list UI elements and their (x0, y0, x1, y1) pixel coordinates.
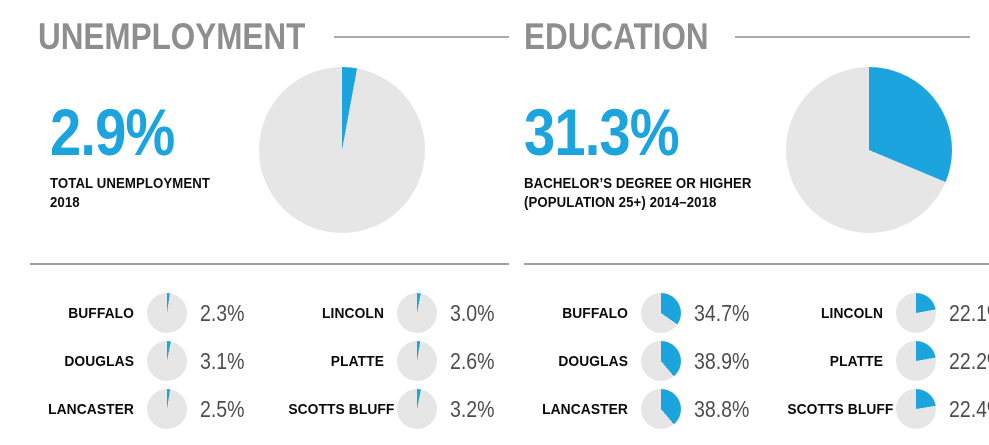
county-name: LANCASTER (48, 400, 134, 418)
stat-label-line: TOTAL UNEMPLOYMENT (50, 174, 210, 192)
stat-label: TOTAL UNEMPLOYMENT 2018 (50, 174, 210, 212)
county-pie-chart (641, 389, 681, 429)
county-name: LINCOLN (821, 304, 884, 322)
county-pie-chart (896, 341, 937, 381)
county-value: 22.2% (949, 347, 989, 374)
stat-label-line: 2018 (50, 193, 80, 211)
county-name: DOUGLAS (558, 352, 628, 370)
county-row: DOUGLAS 3.1% (30, 341, 260, 381)
county-pie-chart (641, 293, 681, 333)
stat-label-line: BACHELOR’S DEGREE OR HIGHER (524, 174, 752, 192)
county-row: LINCOLN 22.1% (779, 293, 989, 333)
county-name: SCOTTS BLUFF (787, 400, 894, 418)
county-row: DOUGLAS 38.9% (524, 341, 759, 381)
county-row: SCOTTS BLUFF 3.2% (280, 389, 510, 429)
hero-row: 31.3% BACHELOR’S DEGREE OR HIGHER (POPUL… (524, 59, 989, 241)
county-name: BUFFALO (68, 304, 134, 322)
section-unemployment: UNEMPLOYMENT 2.9% TOTAL UNEMPLOYMENT 201… (30, 14, 509, 445)
county-pie-chart (396, 389, 437, 429)
county-grid: BUFFALO 2.3% LINCOLN 3.0% DOUGLAS 3.1% P… (30, 293, 509, 429)
stat-value: 31.3% (524, 94, 680, 169)
stat-label-line: (POPULATION 25+) 2014–2018 (524, 193, 717, 211)
county-value: 2.5% (200, 395, 245, 422)
county-value: 38.9% (694, 347, 750, 374)
county-name: PLATTE (830, 352, 884, 370)
county-pie-chart (896, 389, 937, 429)
county-name: SCOTTS BLUFF (287, 400, 394, 418)
county-name: BUFFALO (562, 304, 628, 322)
education-pie-chart (786, 67, 952, 233)
county-value: 3.2% (449, 395, 495, 422)
county-name: DOUGLAS (64, 352, 134, 370)
county-grid: BUFFALO 34.7% LINCOLN 22.1% DOUGLAS 38.9… (524, 293, 989, 429)
section-divider (524, 263, 989, 265)
county-pie-chart (147, 389, 187, 429)
county-name: LANCASTER (542, 400, 628, 418)
section-education: EDUCATION 31.3% BACHELOR’S DEGREE OR HIG… (524, 14, 989, 445)
county-row: BUFFALO 2.3% (30, 293, 260, 333)
county-value: 3.0% (449, 299, 495, 326)
county-value: 38.8% (694, 395, 750, 422)
county-row: SCOTTS BLUFF 22.4% (779, 389, 989, 429)
county-row: PLATTE 22.2% (779, 341, 989, 381)
county-row: LANCASTER 38.8% (524, 389, 759, 429)
section-title: EDUCATION (524, 16, 709, 57)
county-value: 22.1% (949, 299, 989, 326)
section-divider (30, 263, 509, 265)
county-pie-chart (147, 293, 187, 333)
unemployment-pie-chart (259, 67, 425, 233)
county-name: LINCOLN (321, 304, 384, 322)
county-pie-chart (641, 341, 681, 381)
headline-stat: 2.9% TOTAL UNEMPLOYMENT 2018 (50, 99, 232, 212)
county-value: 2.3% (200, 299, 245, 326)
section-header: EDUCATION (524, 14, 989, 59)
county-pie-chart (396, 293, 437, 333)
county-pie-chart (896, 293, 937, 333)
section-title: UNEMPLOYMENT (38, 16, 306, 57)
header-rule (735, 35, 970, 38)
county-name: PLATTE (330, 352, 384, 370)
county-row: BUFFALO 34.7% (524, 293, 759, 333)
county-value: 2.6% (449, 347, 495, 374)
headline-stat: 31.3% BACHELOR’S DEGREE OR HIGHER (POPUL… (524, 99, 783, 212)
hero-row: 2.9% TOTAL UNEMPLOYMENT 2018 (30, 59, 509, 241)
stat-value: 2.9% (50, 94, 175, 169)
county-row: LANCASTER 2.5% (30, 389, 260, 429)
county-value: 3.1% (200, 347, 245, 374)
section-header: UNEMPLOYMENT (30, 14, 509, 59)
county-value: 34.7% (694, 299, 750, 326)
county-row: PLATTE 2.6% (280, 341, 510, 381)
county-pie-chart (396, 341, 437, 381)
county-value: 22.4% (949, 395, 989, 422)
header-rule (333, 35, 509, 38)
county-pie-chart (147, 341, 187, 381)
stat-label: BACHELOR’S DEGREE OR HIGHER (POPULATION … (524, 174, 752, 212)
county-row: LINCOLN 3.0% (280, 293, 510, 333)
